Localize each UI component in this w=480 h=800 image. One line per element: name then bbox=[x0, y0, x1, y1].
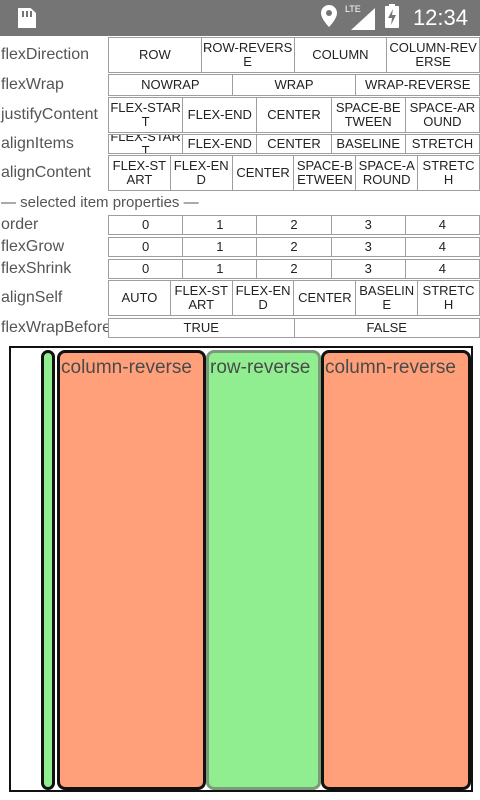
sd-card-icon bbox=[18, 8, 36, 28]
flex-shrink-0-button[interactable]: 0 bbox=[109, 259, 184, 279]
flex-wrap-before-false-button[interactable]: FALSE bbox=[294, 318, 480, 338]
align-self-baseline-button[interactable]: BASELINE bbox=[356, 280, 419, 316]
stage-item-1-label: column-reverse bbox=[61, 357, 192, 378]
align-self-auto-button[interactable]: AUTO bbox=[109, 280, 171, 316]
flex-wrap-row: flexWrap NOWRAP WRAP WRAP-REVERSE bbox=[0, 74, 480, 96]
location-icon bbox=[320, 4, 337, 32]
align-content-space-around-button[interactable]: SPACE-AROUND bbox=[356, 155, 419, 191]
stage-item-3[interactable]: column-reverse bbox=[321, 350, 471, 790]
stage-item-1[interactable]: column-reverse bbox=[57, 350, 206, 790]
align-items-label: alignItems bbox=[1, 135, 74, 152]
flex-grow-row: flexGrow 0 1 2 3 4 bbox=[0, 237, 480, 257]
network-type: LTE bbox=[344, 4, 361, 14]
align-self-flex-start-button[interactable]: FLEX-START bbox=[170, 280, 233, 316]
flex-direction-label: flexDirection bbox=[1, 46, 90, 63]
flex-grow-2-button[interactable]: 2 bbox=[257, 237, 332, 257]
flex-wrap-before-row: flexWrapBefore TRUE FALSE bbox=[0, 318, 480, 338]
align-self-stretch-button[interactable]: STRETCH bbox=[418, 280, 480, 316]
battery-charging-icon bbox=[384, 3, 399, 33]
order-0-button[interactable]: 0 bbox=[109, 215, 184, 235]
order-row: order 0 1 2 3 4 bbox=[0, 215, 480, 235]
align-items-baseline-button[interactable]: BASELINE bbox=[331, 134, 406, 154]
flex-wrap-wrap-reverse-button[interactable]: WRAP-REVERSE bbox=[356, 74, 480, 96]
align-items-center-button[interactable]: CENTER bbox=[257, 134, 332, 154]
flex-shrink-4-button[interactable]: 4 bbox=[405, 259, 480, 279]
align-self-flex-end-button[interactable]: FLEX-END bbox=[232, 280, 295, 316]
align-content-flex-start-button[interactable]: FLEX-START bbox=[109, 155, 171, 191]
flex-direction-row-reverse-button[interactable]: ROW-REVERSE bbox=[201, 37, 295, 73]
align-self-row: alignSelf AUTO FLEX-START FLEX-END CENTE… bbox=[0, 280, 480, 316]
order-2-button[interactable]: 2 bbox=[257, 215, 332, 235]
flex-shrink-1-button[interactable]: 1 bbox=[183, 259, 258, 279]
flex-wrap-wrap-button[interactable]: WRAP bbox=[232, 74, 357, 96]
justify-content-space-between-button[interactable]: SPACE-BETWEEN bbox=[331, 97, 406, 133]
justify-content-flex-end-button[interactable]: FLEX-END bbox=[183, 97, 258, 133]
align-content-space-between-button[interactable]: SPACE-BETWEEN bbox=[294, 155, 357, 191]
flex-shrink-label: flexShrink bbox=[1, 260, 72, 277]
justify-content-row: justifyContent FLEX-START FLEX-END CENTE… bbox=[0, 97, 480, 133]
align-content-label: alignContent bbox=[1, 164, 91, 181]
justify-content-label: justifyContent bbox=[1, 106, 98, 123]
align-items-row: alignItems FLEX-START FLEX-END CENTER BA… bbox=[0, 134, 480, 154]
flex-direction-row-button[interactable]: ROW bbox=[109, 37, 202, 73]
align-items-flex-start-button[interactable]: FLEX-START bbox=[109, 134, 184, 154]
align-content-row: alignContent FLEX-START FLEX-END CENTER … bbox=[0, 155, 480, 191]
align-items-stretch-button[interactable]: STRETCH bbox=[405, 134, 480, 154]
stage-item-2-label: row-reverse bbox=[210, 357, 311, 378]
flex-direction-column-reverse-button[interactable]: COLUMN-REVERSE bbox=[387, 37, 480, 73]
status-bar: LTE 12:34 bbox=[0, 0, 480, 36]
flex-wrap-nowrap-button[interactable]: NOWRAP bbox=[109, 74, 233, 96]
flex-grow-3-button[interactable]: 3 bbox=[331, 237, 406, 257]
stage-item-0[interactable] bbox=[41, 350, 55, 790]
flex-wrap-before-true-button[interactable]: TRUE bbox=[109, 318, 295, 338]
justify-content-flex-start-button[interactable]: FLEX-START bbox=[109, 97, 184, 133]
flex-grow-1-button[interactable]: 1 bbox=[183, 237, 258, 257]
stage-item-2[interactable]: row-reverse bbox=[206, 350, 321, 790]
align-self-center-button[interactable]: CENTER bbox=[294, 280, 357, 316]
clock: 12:34 bbox=[412, 5, 468, 30]
order-label: order bbox=[1, 216, 39, 233]
align-items-flex-end-button[interactable]: FLEX-END bbox=[183, 134, 258, 154]
flex-wrap-before-label: flexWrapBefore bbox=[1, 319, 111, 336]
selected-item-section-title: — selected item properties — bbox=[1, 194, 199, 211]
flex-stage: column-reverse row-reverse column-revers… bbox=[9, 346, 473, 792]
order-1-button[interactable]: 1 bbox=[183, 215, 258, 235]
flex-direction-column-button[interactable]: COLUMN bbox=[294, 37, 388, 73]
flex-direction-row: flexDirection ROW ROW-REVERSE COLUMN COL… bbox=[0, 37, 480, 73]
align-self-label: alignSelf bbox=[1, 289, 63, 306]
flex-shrink-3-button[interactable]: 3 bbox=[331, 259, 406, 279]
stage-item-0-label bbox=[44, 353, 52, 357]
order-4-button[interactable]: 4 bbox=[405, 215, 480, 235]
flex-grow-4-button[interactable]: 4 bbox=[405, 237, 480, 257]
align-content-center-button[interactable]: CENTER bbox=[232, 155, 295, 191]
justify-content-space-around-button[interactable]: SPACE-AROUND bbox=[405, 97, 480, 133]
justify-content-center-button[interactable]: CENTER bbox=[257, 97, 332, 133]
flex-grow-0-button[interactable]: 0 bbox=[109, 237, 184, 257]
signal-icon: LTE bbox=[344, 4, 375, 30]
flex-shrink-row: flexShrink 0 1 2 3 4 bbox=[0, 259, 480, 279]
align-content-stretch-button[interactable]: STRETCH bbox=[418, 155, 480, 191]
stage-item-3-label: column-reverse bbox=[325, 357, 456, 378]
align-content-flex-end-button[interactable]: FLEX-END bbox=[170, 155, 233, 191]
flex-grow-label: flexGrow bbox=[1, 238, 65, 255]
flex-shrink-2-button[interactable]: 2 bbox=[257, 259, 332, 279]
flex-wrap-label: flexWrap bbox=[1, 76, 64, 93]
order-3-button[interactable]: 3 bbox=[331, 215, 406, 235]
